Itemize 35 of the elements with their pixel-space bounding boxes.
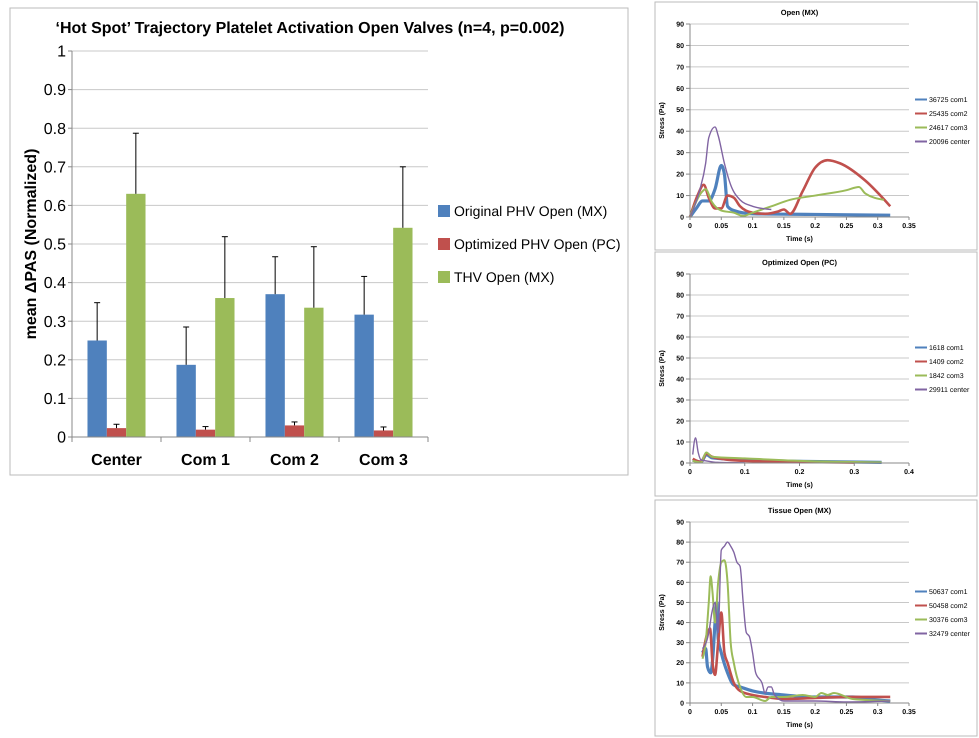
- y-tick-label: 0: [57, 430, 66, 447]
- bar: [196, 430, 216, 437]
- y-tick-label: 0.1: [44, 391, 66, 408]
- y-tick-label: 0.6: [44, 198, 66, 215]
- y-tick-label: 1: [57, 44, 66, 61]
- legend-label: Original PHV Open (MX): [454, 202, 608, 219]
- bar: [106, 428, 126, 437]
- bar: [304, 308, 324, 437]
- bar: [126, 194, 146, 437]
- x-tick-label: Center: [91, 452, 142, 469]
- x-tick-label: Com 1: [181, 452, 230, 469]
- bar: [284, 425, 304, 437]
- line-series: [689, 186, 885, 218]
- bar: [265, 294, 285, 437]
- bar: [354, 314, 374, 437]
- legend-label: THV Open (MX): [454, 268, 554, 285]
- y-tick-label: 0.5: [44, 236, 66, 254]
- y-tick-label: 0.3: [44, 314, 66, 331]
- y-tick-label: 0.7: [44, 159, 66, 176]
- bar: [87, 340, 107, 437]
- bar: [215, 298, 235, 437]
- y-tick-label: 0.8: [44, 120, 66, 138]
- bar: [176, 364, 196, 437]
- line-series: [692, 437, 746, 464]
- y-axis-title: mean ΔPAS (Normalized): [23, 148, 40, 340]
- legend-label: Optimized PHV Open (PC): [454, 236, 620, 252]
- line-series: [689, 126, 772, 218]
- y-tick-label: 0.9: [44, 82, 66, 100]
- y-tick-label: 0.4: [44, 275, 66, 292]
- bar: [374, 430, 394, 437]
- x-tick-label: Com 2: [270, 452, 320, 469]
- chart-title: ‘Hot Spot’ Trajectory Platelet Activation Open Valves (n=4, p=0.002): [56, 20, 564, 37]
- x-tick-label: Com 3: [359, 452, 408, 469]
- bar: [393, 228, 413, 437]
- y-tick-label: 0.2: [44, 352, 66, 370]
